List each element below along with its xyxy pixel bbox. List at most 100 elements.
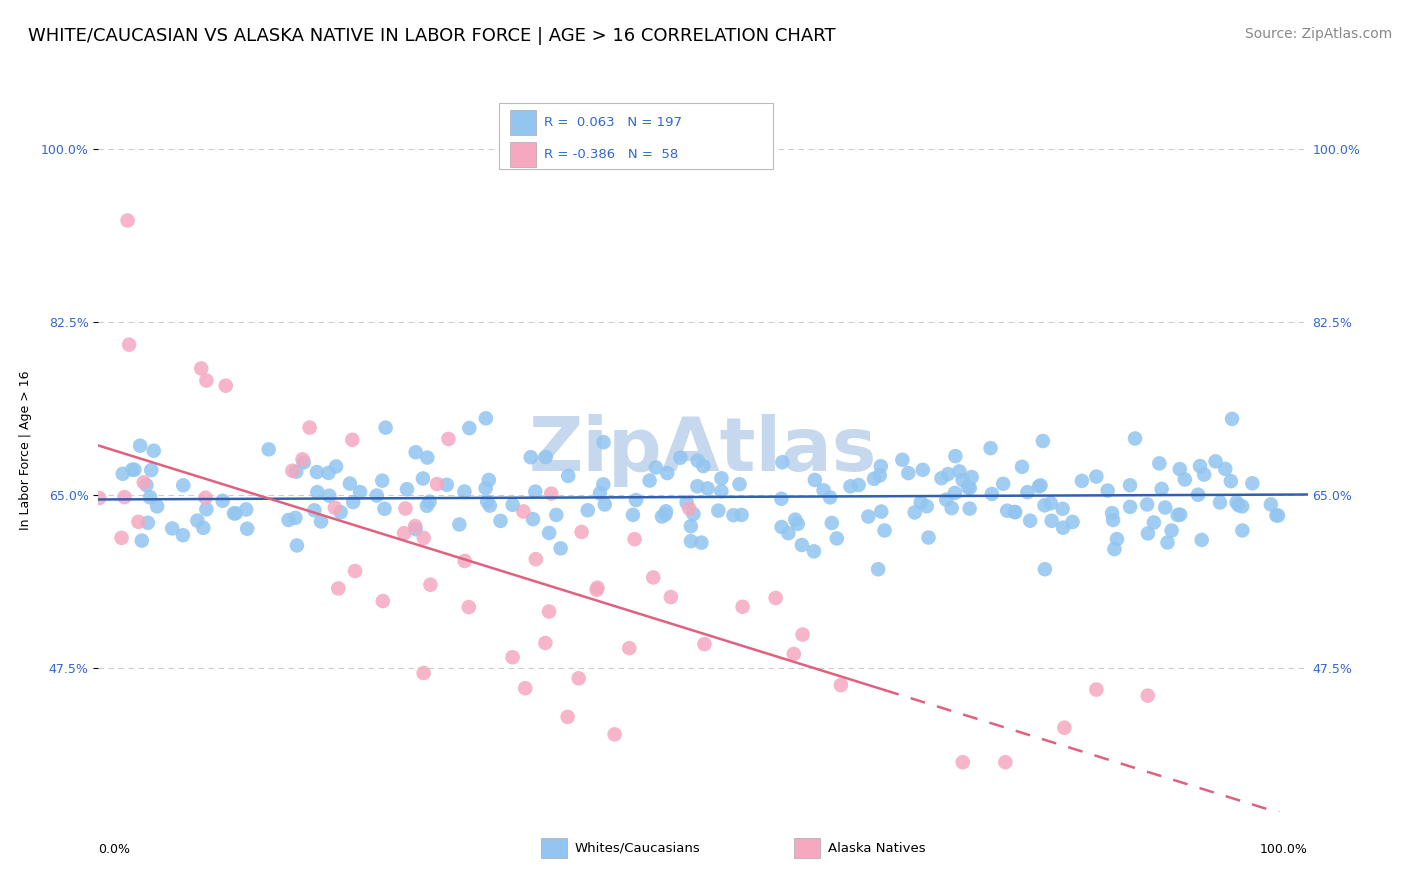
Point	[675, 495, 697, 509]
Point	[848, 478, 870, 492]
Point	[910, 495, 932, 509]
Point	[1225, 495, 1247, 509]
Point	[1101, 506, 1123, 520]
Point	[1052, 521, 1074, 535]
Point	[277, 513, 299, 527]
Point	[512, 504, 534, 518]
Point	[211, 493, 233, 508]
Point	[136, 516, 159, 530]
Point	[454, 554, 477, 568]
Point	[339, 476, 361, 491]
Point	[235, 502, 257, 516]
Point	[592, 435, 614, 450]
Point	[318, 489, 340, 503]
Point	[723, 508, 745, 523]
Point	[643, 570, 665, 584]
Point	[603, 727, 626, 741]
Point	[550, 541, 572, 556]
Point	[730, 508, 752, 522]
Point	[803, 544, 825, 558]
Point	[897, 466, 920, 480]
Point	[659, 590, 682, 604]
Point	[416, 450, 439, 465]
Point	[1123, 432, 1146, 446]
Point	[1102, 513, 1125, 527]
Point	[945, 449, 967, 463]
Point	[624, 493, 647, 508]
Point	[323, 500, 346, 515]
Point	[621, 508, 644, 522]
Point	[790, 538, 813, 552]
Point	[328, 582, 350, 596]
Point	[619, 641, 641, 656]
Point	[623, 532, 645, 546]
Point	[891, 452, 914, 467]
Point	[1187, 488, 1209, 502]
Point	[778, 526, 800, 541]
Point	[1104, 542, 1126, 557]
Point	[1168, 462, 1191, 476]
Point	[124, 463, 146, 477]
Point	[1174, 473, 1197, 487]
Point	[1192, 467, 1215, 482]
Point	[980, 487, 1002, 501]
Point	[195, 502, 218, 516]
Point	[478, 499, 501, 513]
Point	[1019, 514, 1042, 528]
Point	[1085, 682, 1108, 697]
Point	[936, 467, 959, 481]
Point	[679, 534, 702, 549]
Point	[707, 503, 730, 517]
Point	[679, 519, 702, 533]
Point	[1062, 515, 1084, 529]
Point	[1191, 533, 1213, 547]
Point	[121, 462, 143, 476]
Point	[863, 472, 886, 486]
Point	[474, 481, 496, 495]
Point	[437, 432, 460, 446]
Text: Alaska Natives: Alaska Natives	[828, 842, 925, 855]
Point	[285, 538, 308, 552]
Point	[952, 473, 974, 487]
Point	[783, 647, 806, 661]
Text: 100.0%: 100.0%	[1260, 843, 1308, 856]
Point	[1105, 532, 1128, 546]
Point	[225, 506, 247, 520]
Point	[1213, 462, 1236, 476]
Point	[1136, 498, 1159, 512]
Point	[655, 504, 678, 518]
Point	[669, 450, 692, 465]
Point	[765, 591, 787, 605]
Point	[943, 486, 966, 500]
Point	[537, 605, 560, 619]
Point	[478, 473, 501, 487]
Point	[904, 505, 927, 519]
Point	[821, 516, 844, 530]
Point	[502, 498, 524, 512]
Point	[931, 471, 953, 485]
Point	[813, 483, 835, 498]
Point	[657, 466, 679, 480]
Point	[690, 535, 713, 549]
Point	[489, 514, 512, 528]
Point	[449, 517, 471, 532]
Point	[1232, 524, 1254, 538]
Point	[557, 710, 579, 724]
Point	[371, 594, 394, 608]
Point	[693, 637, 716, 651]
Point	[686, 453, 709, 467]
Point	[792, 627, 814, 641]
Point	[405, 522, 427, 536]
Point	[915, 500, 938, 514]
Point	[995, 504, 1018, 518]
Point	[1039, 496, 1062, 510]
Point	[305, 465, 328, 479]
Point	[342, 495, 364, 509]
Point	[131, 533, 153, 548]
Point	[1032, 434, 1054, 448]
Point	[524, 552, 547, 566]
Point	[770, 520, 793, 534]
Point	[1232, 500, 1254, 514]
Point	[571, 524, 593, 539]
Point	[1136, 526, 1159, 541]
